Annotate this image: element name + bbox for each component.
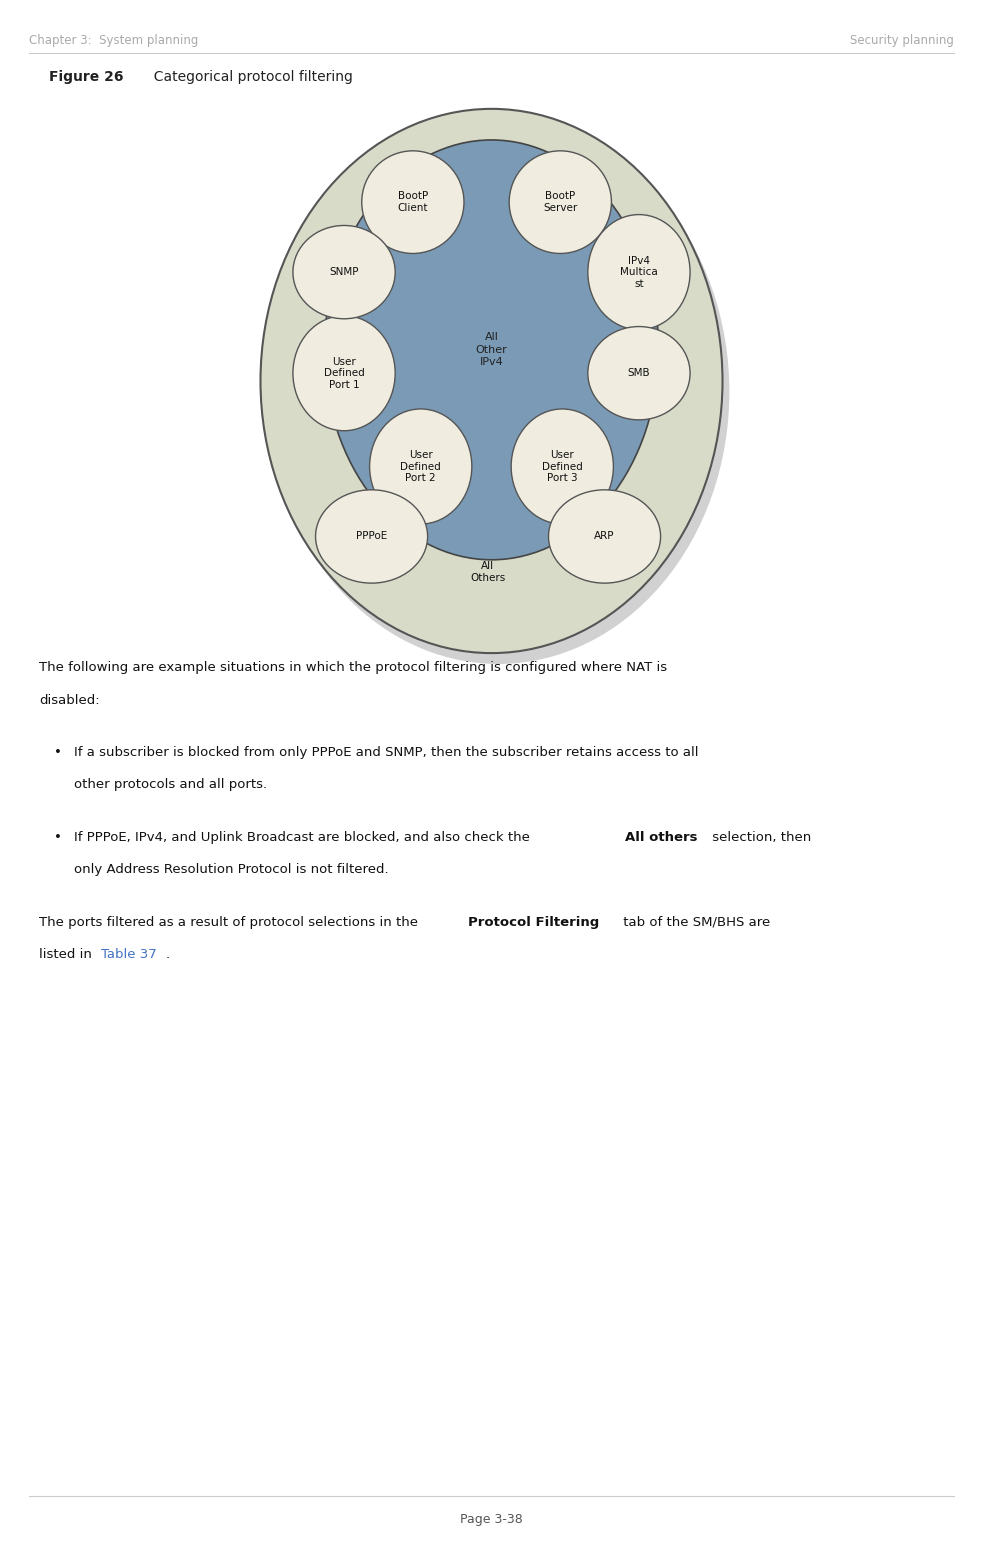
Text: Table 37: Table 37 [101, 949, 157, 961]
Ellipse shape [549, 490, 661, 583]
Text: BootP
Server: BootP Server [544, 191, 577, 213]
Ellipse shape [267, 120, 729, 664]
Text: If PPPoE, IPv4, and Uplink Broadcast are blocked, and also check the: If PPPoE, IPv4, and Uplink Broadcast are… [74, 830, 534, 844]
Ellipse shape [293, 225, 395, 319]
Text: disabled:: disabled: [39, 694, 100, 706]
Text: PPPoE: PPPoE [356, 532, 387, 541]
Text: tab of the SM/BHS are: tab of the SM/BHS are [619, 916, 771, 928]
Text: •: • [54, 746, 62, 759]
Text: Chapter 3:  System planning: Chapter 3: System planning [29, 34, 199, 47]
Text: SMB: SMB [627, 369, 651, 378]
Text: User
Defined
Port 2: User Defined Port 2 [400, 449, 441, 484]
Ellipse shape [324, 140, 659, 560]
Ellipse shape [370, 409, 472, 524]
Text: SNMP: SNMP [329, 267, 359, 277]
Text: Protocol Filtering: Protocol Filtering [468, 916, 600, 928]
Text: Categorical protocol filtering: Categorical protocol filtering [145, 70, 353, 84]
Text: User
Defined
Port 1: User Defined Port 1 [323, 356, 365, 390]
Text: The following are example situations in which the protocol filtering is configur: The following are example situations in … [39, 661, 667, 673]
Text: Security planning: Security planning [849, 34, 954, 47]
Ellipse shape [316, 490, 428, 583]
Ellipse shape [362, 151, 464, 253]
Text: .: . [165, 949, 169, 961]
Text: All
Other
IPv4: All Other IPv4 [476, 333, 507, 367]
Text: listed in: listed in [39, 949, 96, 961]
Text: Figure 26: Figure 26 [49, 70, 124, 84]
Text: If a subscriber is blocked from only PPPoE and SNMP, then the subscriber retains: If a subscriber is blocked from only PPP… [74, 746, 698, 759]
Text: selection, then: selection, then [708, 830, 811, 844]
Text: ARP: ARP [595, 532, 614, 541]
Ellipse shape [511, 409, 613, 524]
Text: All others: All others [625, 830, 698, 844]
Ellipse shape [260, 109, 723, 653]
Ellipse shape [293, 316, 395, 431]
Text: IPv4
Multica
st: IPv4 Multica st [620, 255, 658, 289]
Text: other protocols and all ports.: other protocols and all ports. [74, 779, 266, 791]
Ellipse shape [588, 327, 690, 420]
Ellipse shape [509, 151, 611, 253]
Text: BootP
Client: BootP Client [397, 191, 429, 213]
Text: Page 3-38: Page 3-38 [460, 1513, 523, 1525]
Text: The ports filtered as a result of protocol selections in the: The ports filtered as a result of protoc… [39, 916, 423, 928]
Text: All
Others: All Others [470, 561, 505, 583]
Ellipse shape [588, 215, 690, 330]
Text: only Address Resolution Protocol is not filtered.: only Address Resolution Protocol is not … [74, 863, 388, 877]
Text: User
Defined
Port 3: User Defined Port 3 [542, 449, 583, 484]
Text: •: • [54, 830, 62, 844]
